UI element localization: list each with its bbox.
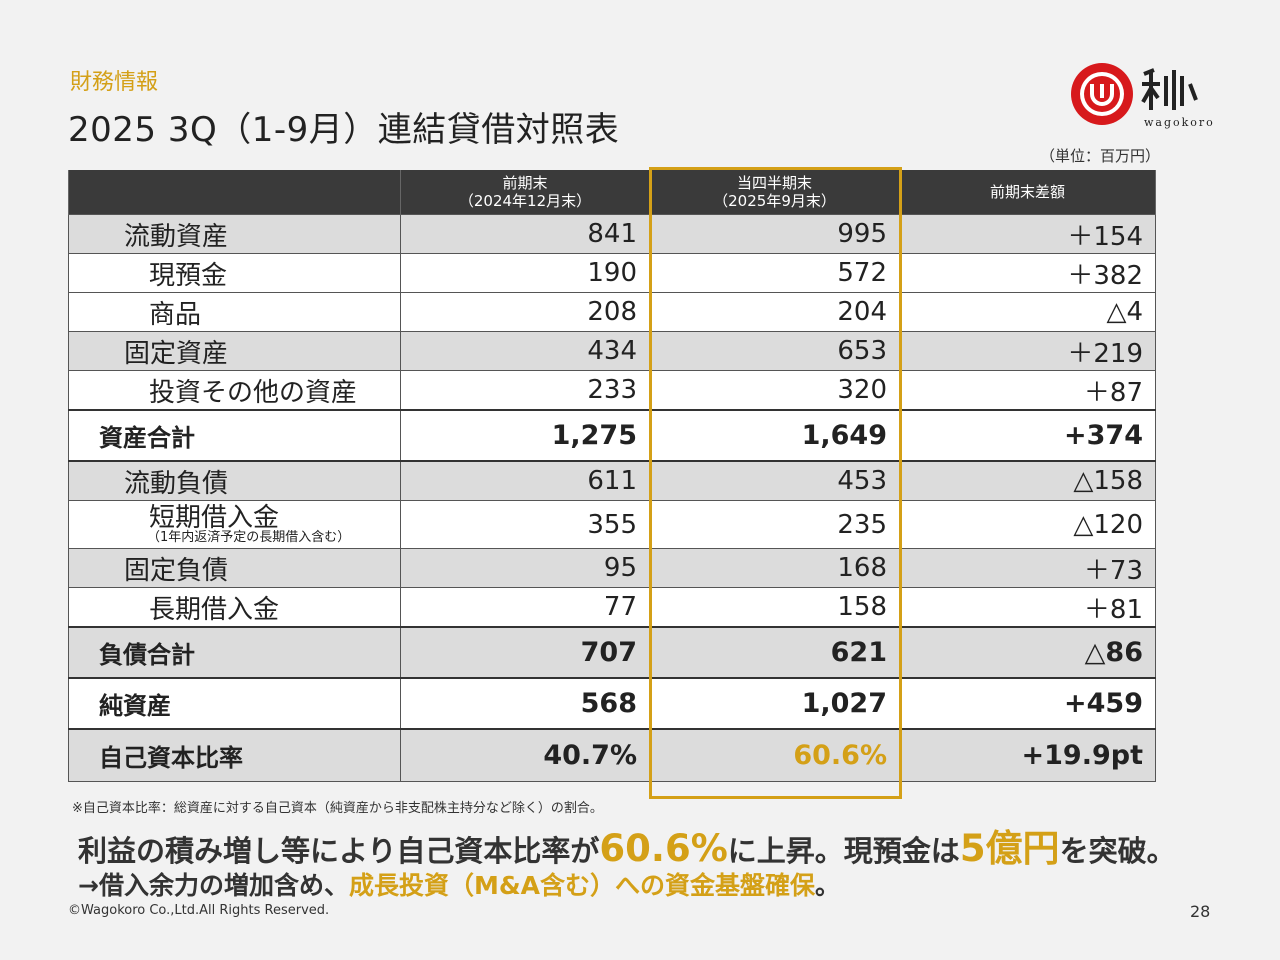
key-message-2: →借入余力の増加含め、成長投資（M&A含む）への資金基盤確保。 (78, 871, 840, 900)
row-label-main: 短期借入金 (149, 502, 280, 533)
table-row: 長期借入金 77 158 ＋81 (68, 587, 1156, 628)
row-label: 自己資本比率 (68, 728, 401, 782)
table-row-total: 負債合計 707 621 △86 (68, 626, 1156, 679)
header-label-col (68, 170, 401, 215)
row-label: 長期借入金 (68, 587, 401, 628)
footnote: ※自己資本比率：総資産に対する自己資本（純資産から非支配株主持分など除く）の割合… (72, 801, 603, 816)
curr-value: 653 (649, 331, 900, 371)
row-sublabel: （1年内返済予定の長期借入含む） (147, 529, 351, 545)
header-curr: 当四半期末 （2025年9月末） (649, 170, 900, 215)
curr-value: 995 (649, 214, 900, 254)
curr-value: 320 (649, 370, 900, 411)
table-row: 固定負債 95 168 ＋73 (68, 548, 1156, 588)
prev-value: 233 (400, 370, 650, 411)
prev-value: 434 (400, 331, 650, 371)
curr-value: 1,027 (649, 677, 900, 730)
row-label: 純資産 (68, 677, 401, 730)
prev-value: 95 (400, 548, 650, 588)
prev-value: 611 (400, 460, 650, 501)
prev-value: 355 (400, 500, 650, 549)
diff-value: △158 (899, 460, 1156, 501)
curr-value: 204 (649, 292, 900, 332)
row-label: 短期借入金 （1年内返済予定の長期借入含む） (68, 500, 401, 549)
prev-value: 707 (400, 626, 650, 679)
table-row-ratio: 自己資本比率 40.7% 60.6% +19.9pt (68, 728, 1156, 782)
prev-value: 77 (400, 587, 650, 628)
section-label: 財務情報 (70, 70, 159, 95)
prev-value: 40.7% (400, 728, 650, 782)
table-row-total: 資産合計 1,275 1,649 +374 (68, 409, 1156, 462)
table-row: 流動負債 611 453 △158 (68, 460, 1156, 501)
diff-value: ＋154 (899, 214, 1156, 254)
svg-text:wagokoro: wagokoro (1144, 116, 1215, 129)
curr-value: 235 (649, 500, 900, 549)
logo-mark-icon (1071, 63, 1133, 125)
table-row: 流動資産 841 995 ＋154 (68, 214, 1156, 254)
curr-value: 1,649 (649, 409, 900, 462)
page-title: 2025 3Q（1-9月）連結貸借対照表 (68, 110, 620, 150)
curr-value: 158 (649, 587, 900, 628)
curr-value: 168 (649, 548, 900, 588)
diff-value: +459 (899, 677, 1156, 730)
diff-value: ＋219 (899, 331, 1156, 371)
table-row: 短期借入金 （1年内返済予定の長期借入含む） 355 235 △120 (68, 500, 1156, 549)
logo-wordmark (1141, 68, 1198, 110)
diff-value: ＋382 (899, 253, 1156, 293)
curr-value: 453 (649, 460, 900, 501)
header-prev: 前期末 （2024年12月末） (400, 170, 650, 215)
row-label: 現預金 (68, 253, 401, 293)
row-label: 固定負債 (68, 548, 401, 588)
diff-value: △120 (899, 500, 1156, 549)
table-row: 投資その他の資産 233 320 ＋87 (68, 370, 1156, 411)
row-label: 固定資産 (68, 331, 401, 371)
curr-value: 621 (649, 626, 900, 679)
row-label: 資産合計 (68, 409, 401, 462)
prev-value: 841 (400, 214, 650, 254)
header-diff: 前期末差額 (899, 170, 1156, 215)
diff-value: +374 (899, 409, 1156, 462)
diff-value: ＋73 (899, 548, 1156, 588)
diff-value: ＋81 (899, 587, 1156, 628)
copyright: ©Wagokoro Co.,Ltd.All Rights Reserved. (68, 903, 330, 918)
diff-value: △86 (899, 626, 1156, 679)
table-row: 固定資産 434 653 ＋219 (68, 331, 1156, 371)
row-label: 流動資産 (68, 214, 401, 254)
table-row: 現預金 190 572 ＋382 (68, 253, 1156, 293)
curr-value: 60.6% (649, 728, 900, 782)
diff-value: △4 (899, 292, 1156, 332)
prev-value: 190 (400, 253, 650, 293)
diff-value: ＋87 (899, 370, 1156, 411)
table-header-row: 前期末 （2024年12月末） 当四半期末 （2025年9月末） 前期末差額 (68, 170, 1156, 215)
prev-value: 208 (400, 292, 650, 332)
page-number: 28 (1190, 902, 1211, 921)
prev-value: 1,275 (400, 409, 650, 462)
prev-value: 568 (400, 677, 650, 730)
curr-value: 572 (649, 253, 900, 293)
unit-label: （単位：百万円） (1040, 147, 1161, 165)
row-label: 負債合計 (68, 626, 401, 679)
table-row-total: 純資産 568 1,027 +459 (68, 677, 1156, 730)
balance-sheet-table: 前期末 （2024年12月末） 当四半期末 （2025年9月末） 前期末差額 流動資… (68, 170, 1156, 782)
row-label: 商品 (68, 292, 401, 332)
row-label: 投資その他の資産 (68, 370, 401, 411)
key-message-1: 利益の積み増し等により自己資本比率が60.6%に上昇。現預金は5億円を突破。 (78, 827, 1176, 870)
row-label: 流動負債 (68, 460, 401, 501)
wagokoro-logo: wagokoro (1071, 63, 1215, 129)
table-row: 商品 208 204 △4 (68, 292, 1156, 332)
diff-value: +19.9pt (899, 728, 1156, 782)
